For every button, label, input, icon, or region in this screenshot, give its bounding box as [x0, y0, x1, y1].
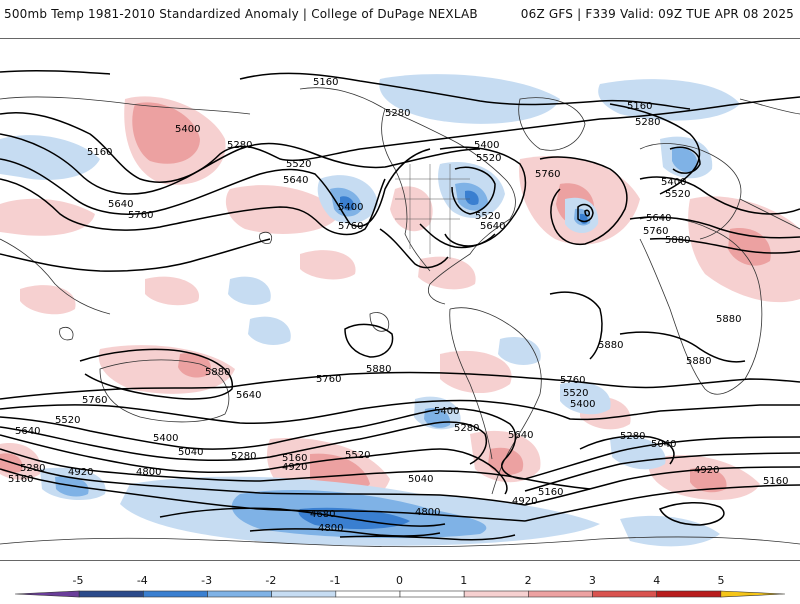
contour-label: 5160: [8, 474, 33, 485]
contour-label: 5520: [286, 159, 311, 170]
colorbar-segment: [14, 590, 80, 598]
contour-label: 4920: [512, 496, 537, 507]
contour-label: 5760: [643, 226, 668, 237]
contour-label: 5880: [598, 340, 623, 351]
colorbar-segment: [207, 590, 272, 598]
colorbar-tick-label: -4: [137, 574, 148, 587]
contour-label: 5880: [205, 367, 230, 378]
contour-label: 5640: [108, 199, 133, 210]
anomaly-colorbar: -5 -4 -3 -2 -1 0 1 2 3 4 5: [0, 560, 800, 600]
contour-label: 5640: [646, 213, 671, 224]
contour-label: 5160: [763, 476, 788, 487]
contour-label: 4920: [282, 462, 307, 473]
contour-label: 5400: [153, 433, 178, 444]
colorbar-segment: [78, 590, 144, 598]
contour-label: 4800: [318, 523, 343, 534]
colorbar-segment: [335, 590, 401, 598]
contour-label: 5280: [231, 451, 256, 462]
contour-label: 5520: [55, 415, 80, 426]
colorbar-tick-label: -3: [201, 574, 212, 587]
contour-label: 5640: [15, 426, 40, 437]
contour-label: 5880: [716, 314, 741, 325]
colorbar-tick-label: 3: [589, 574, 596, 587]
contour-label: 5520: [476, 153, 501, 164]
colorbar-tick-label: -5: [73, 574, 84, 587]
colorbar-segment: [463, 590, 529, 598]
contour-label: 5400: [175, 124, 200, 135]
contour-label: 5280: [620, 431, 645, 442]
colorbar-tick-label: 4: [653, 574, 660, 587]
contour-label: 5400: [570, 399, 595, 410]
colorbar-tick-label: 1: [460, 574, 467, 587]
contour-label: 5640: [480, 221, 505, 232]
colorbar-tick-label: 5: [718, 574, 725, 587]
contour-label: 5520: [475, 211, 500, 222]
contour-label: 4680: [310, 509, 335, 520]
colorbar-segment: [399, 590, 465, 598]
contour-label: 5520: [665, 189, 690, 200]
state-borders: [395, 164, 470, 259]
contour-label: 5760: [338, 221, 363, 232]
colorbar-segment: [528, 590, 593, 598]
coastlines: [0, 87, 800, 548]
contour-label: 5760: [82, 395, 107, 406]
colorbar-tick-label: 0: [396, 574, 403, 587]
contour-label: 5280: [20, 463, 45, 474]
contour-label: 5880: [366, 364, 391, 375]
model-run-info: 06Z GFS | F339 Valid: 09Z TUE APR 08 202…: [520, 7, 794, 21]
contour-label: 5040: [178, 447, 203, 458]
contour-label: 5400: [661, 177, 686, 188]
contour-label: 5400: [338, 202, 363, 213]
contour-label: 5400: [474, 140, 499, 151]
contour-label: 5400: [434, 406, 459, 417]
map-title: 500mb Temp 1981-2010 Standardized Anomal…: [4, 7, 478, 21]
contour-label: 5280: [227, 140, 252, 151]
contour-label: 5160: [313, 77, 338, 88]
contour-label: 5040: [408, 474, 433, 485]
contour-label: 5160: [282, 453, 307, 464]
contour-label: 5160: [87, 147, 112, 158]
contour-label: 4920: [68, 467, 93, 478]
contour-label: 5160: [627, 101, 652, 112]
contour-label: 5760: [316, 374, 341, 385]
contour-label: 5040: [651, 439, 676, 450]
colorbar-segments: [14, 590, 786, 598]
colorbar-tick-label: 2: [525, 574, 532, 587]
header-bar: 500mb Temp 1981-2010 Standardized Anomal…: [0, 0, 800, 30]
contour-label: 5880: [665, 235, 690, 246]
colorbar-tick-labels: -5 -4 -3 -2 -1 0 1 2 3 4 5: [73, 574, 725, 587]
colorbar-segment: [656, 590, 722, 598]
colorbar-segment: [720, 590, 786, 598]
contour-label: 5640: [236, 390, 261, 401]
height-contours: [0, 69, 800, 541]
contour-label: 5760: [535, 169, 560, 180]
contour-label: 4920: [694, 465, 719, 476]
contour-labels: 5160 5280 5160 5400 5160 5280 5520 5640 …: [8, 77, 788, 534]
contour-label: 5640: [508, 430, 533, 441]
colorbar-segment: [592, 590, 657, 598]
colorbar-tick-label: -2: [265, 574, 276, 587]
colorbar-segment: [143, 590, 208, 598]
contour-label: 5280: [635, 117, 660, 128]
contour-label: 5520: [563, 388, 588, 399]
contour-label: 5760: [560, 375, 585, 386]
colorbar-tick-label: -1: [330, 574, 341, 587]
contour-label: 5880: [686, 356, 711, 367]
contour-label: 5280: [454, 423, 479, 434]
contour-label: 4800: [415, 507, 440, 518]
colorbar-segment: [271, 590, 337, 598]
contour-label: 5760: [128, 210, 153, 221]
contour-label: 5520: [345, 450, 370, 461]
contour-label: 5640: [283, 175, 308, 186]
anomaly-map: 5160 5280 5160 5400 5160 5280 5520 5640 …: [0, 38, 800, 561]
contour-label: 5280: [385, 108, 410, 119]
contour-label: 5160: [538, 487, 563, 498]
contour-label: 4800: [136, 467, 161, 478]
